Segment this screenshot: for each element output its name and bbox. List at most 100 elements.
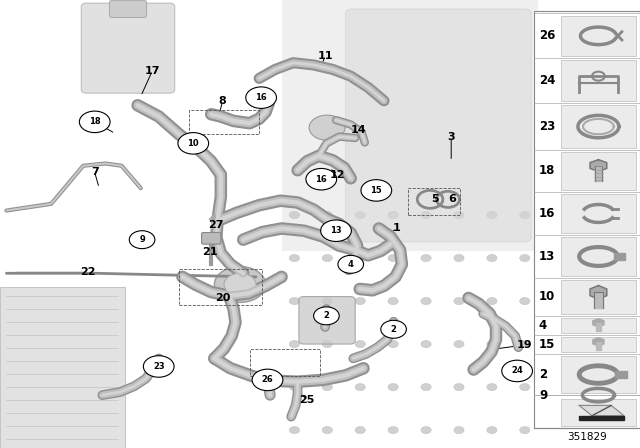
Text: 22: 22 bbox=[81, 267, 96, 277]
FancyBboxPatch shape bbox=[202, 233, 221, 244]
Text: 19: 19 bbox=[517, 340, 532, 350]
Bar bbox=[561, 16, 636, 56]
Circle shape bbox=[520, 383, 530, 391]
Polygon shape bbox=[590, 160, 607, 171]
Circle shape bbox=[388, 340, 398, 348]
Text: 13: 13 bbox=[539, 250, 555, 263]
Circle shape bbox=[487, 383, 497, 391]
Circle shape bbox=[421, 340, 431, 348]
Circle shape bbox=[79, 111, 110, 133]
Text: 18: 18 bbox=[539, 164, 556, 177]
Circle shape bbox=[454, 211, 464, 219]
Circle shape bbox=[502, 360, 532, 382]
Bar bbox=[561, 152, 636, 190]
Circle shape bbox=[421, 383, 431, 391]
Circle shape bbox=[487, 254, 497, 262]
Polygon shape bbox=[595, 165, 602, 181]
Polygon shape bbox=[615, 371, 627, 378]
Circle shape bbox=[355, 254, 365, 262]
Polygon shape bbox=[579, 405, 624, 416]
Bar bbox=[561, 337, 636, 352]
Circle shape bbox=[289, 211, 300, 219]
Circle shape bbox=[306, 168, 337, 190]
Text: 16: 16 bbox=[316, 175, 327, 184]
Text: 3: 3 bbox=[447, 132, 455, 142]
Bar bbox=[534, 11, 640, 428]
Text: 26: 26 bbox=[539, 29, 556, 43]
Polygon shape bbox=[614, 253, 625, 260]
Text: 12: 12 bbox=[330, 170, 346, 180]
Text: 13: 13 bbox=[330, 226, 342, 235]
Polygon shape bbox=[596, 342, 601, 350]
Circle shape bbox=[224, 273, 256, 296]
Circle shape bbox=[322, 254, 332, 262]
Circle shape bbox=[314, 307, 339, 325]
Bar bbox=[408, 188, 460, 215]
Circle shape bbox=[520, 254, 530, 262]
Circle shape bbox=[355, 211, 365, 219]
Bar bbox=[561, 105, 636, 148]
Circle shape bbox=[381, 320, 406, 338]
Circle shape bbox=[338, 255, 364, 273]
Circle shape bbox=[388, 426, 398, 434]
Circle shape bbox=[388, 211, 398, 219]
Circle shape bbox=[520, 340, 530, 348]
Circle shape bbox=[388, 383, 398, 391]
Circle shape bbox=[454, 340, 464, 348]
Circle shape bbox=[454, 426, 464, 434]
Circle shape bbox=[520, 297, 530, 305]
Text: 26: 26 bbox=[262, 375, 273, 384]
Circle shape bbox=[322, 297, 332, 305]
Polygon shape bbox=[594, 293, 603, 308]
Circle shape bbox=[520, 211, 530, 219]
Bar bbox=[179, 269, 262, 305]
Text: 10: 10 bbox=[188, 139, 199, 148]
Text: 9: 9 bbox=[539, 388, 547, 402]
Circle shape bbox=[143, 356, 174, 377]
Bar bbox=[561, 60, 636, 101]
Circle shape bbox=[289, 297, 300, 305]
Circle shape bbox=[214, 267, 266, 302]
Text: 24: 24 bbox=[539, 74, 556, 87]
Text: 1: 1 bbox=[393, 224, 401, 233]
Circle shape bbox=[289, 426, 300, 434]
Text: 4: 4 bbox=[348, 260, 354, 269]
Polygon shape bbox=[590, 286, 607, 299]
Circle shape bbox=[421, 297, 431, 305]
Bar bbox=[561, 318, 636, 333]
Bar bbox=[250, 349, 320, 376]
Circle shape bbox=[321, 220, 351, 241]
Circle shape bbox=[355, 383, 365, 391]
Circle shape bbox=[421, 426, 431, 434]
Circle shape bbox=[454, 254, 464, 262]
FancyBboxPatch shape bbox=[109, 0, 147, 17]
Text: 16: 16 bbox=[539, 207, 556, 220]
Circle shape bbox=[388, 254, 398, 262]
FancyBboxPatch shape bbox=[0, 287, 125, 448]
Circle shape bbox=[487, 426, 497, 434]
Circle shape bbox=[289, 383, 300, 391]
Circle shape bbox=[355, 340, 365, 348]
Text: 5: 5 bbox=[431, 194, 439, 204]
Circle shape bbox=[421, 211, 431, 219]
Text: 7: 7 bbox=[91, 168, 99, 177]
Circle shape bbox=[309, 115, 345, 140]
Text: 24: 24 bbox=[511, 366, 523, 375]
Text: 27: 27 bbox=[209, 220, 224, 230]
Polygon shape bbox=[596, 323, 601, 331]
Bar bbox=[189, 110, 259, 134]
Circle shape bbox=[322, 383, 332, 391]
Text: 2: 2 bbox=[539, 368, 547, 381]
Circle shape bbox=[355, 297, 365, 305]
Text: 10: 10 bbox=[539, 290, 555, 303]
Text: 14: 14 bbox=[351, 125, 366, 135]
Bar bbox=[561, 237, 636, 276]
Text: 8: 8 bbox=[219, 96, 227, 106]
Circle shape bbox=[322, 340, 332, 348]
Circle shape bbox=[388, 297, 398, 305]
Circle shape bbox=[454, 297, 464, 305]
Circle shape bbox=[487, 297, 497, 305]
FancyBboxPatch shape bbox=[299, 297, 355, 344]
Circle shape bbox=[289, 254, 300, 262]
Circle shape bbox=[487, 340, 497, 348]
